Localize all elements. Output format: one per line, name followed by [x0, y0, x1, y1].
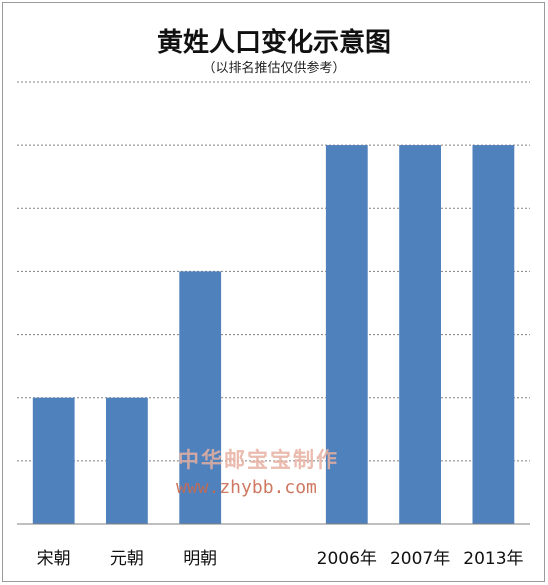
watermark-url: www.zhybb.com	[176, 477, 317, 498]
bar-2	[106, 397, 148, 524]
x-tick-label: 元朝	[109, 549, 144, 569]
bar-3	[179, 271, 222, 524]
bar-6	[399, 145, 441, 524]
x-tick-label: 明朝	[183, 549, 218, 569]
chart-title: 黄姓人口变化示意图	[156, 28, 391, 58]
x-tick-label: 2013年	[463, 549, 524, 569]
bar-5	[325, 145, 368, 524]
watermark-text: 中华邮宝宝制作	[178, 447, 339, 472]
bar-1	[32, 397, 75, 524]
chart-subtitle: （以排名推估仅供参考）	[202, 61, 346, 76]
x-tick-label: 2006年	[316, 549, 377, 569]
x-tick-label: 宋朝	[36, 549, 71, 569]
x-tick-label: 2007年	[389, 549, 451, 569]
bar-7	[472, 145, 515, 524]
